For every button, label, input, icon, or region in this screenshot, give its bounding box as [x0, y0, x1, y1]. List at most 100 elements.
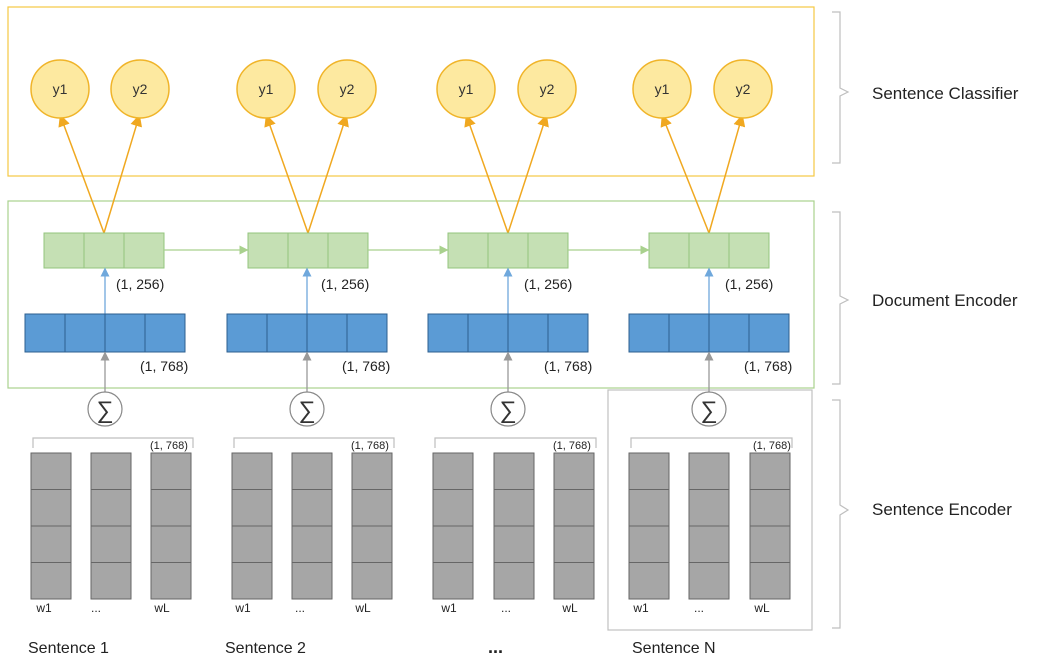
doc-vector-cell — [287, 232, 329, 269]
sentence-n-box — [607, 389, 813, 631]
token-vector-cell — [432, 562, 474, 600]
token-bracket — [32, 437, 194, 448]
document-encoder-box — [7, 200, 815, 389]
classifier-arrow — [660, 114, 710, 234]
token-vector-cell — [432, 489, 474, 527]
token-vector-cell — [688, 489, 730, 527]
token-vector-cell — [150, 525, 192, 563]
token-vector-cell — [749, 452, 791, 490]
classifier-arrow — [708, 114, 746, 234]
token-vector-cell — [688, 452, 730, 490]
token-vector-cell — [90, 489, 132, 527]
token-vector-cell — [150, 489, 192, 527]
token-vector-cell — [553, 525, 595, 563]
sentence-label: Sentence N — [632, 640, 716, 657]
sentence-vector-cell — [427, 313, 469, 353]
output-node-label: y2 — [736, 81, 751, 97]
sentence-vector-cell — [24, 313, 66, 353]
token-vector-cell — [30, 562, 72, 600]
output-node-label: y1 — [459, 81, 474, 97]
sum-symbol: ∑ — [298, 397, 315, 424]
classifier-arrow — [307, 114, 349, 234]
token-word-label: ... — [501, 601, 511, 615]
sentence-vector-cell — [226, 313, 268, 353]
section-label-sentence: Sentence Encoder — [872, 500, 1012, 519]
token-bracket — [233, 437, 395, 448]
sentence-vector-cell — [467, 313, 509, 353]
doc-vector-cell — [487, 232, 529, 269]
token-vector-cell — [231, 562, 273, 600]
token-word-label: w1 — [632, 601, 649, 615]
sentence-label: ... — [488, 637, 503, 657]
token-vector-cell — [553, 452, 595, 490]
section-label-classifier: Sentence Classifier — [872, 84, 1019, 103]
token-word-label: ... — [295, 601, 305, 615]
output-node-y1 — [436, 59, 496, 119]
token-vector-cell — [351, 562, 393, 600]
output-node-y1 — [30, 59, 90, 119]
token-word-label: w1 — [440, 601, 457, 615]
token-vector-cell — [628, 452, 670, 490]
doc-vector-cell — [447, 232, 489, 269]
token-vector-cell — [150, 452, 192, 490]
token-word-label: w1 — [234, 601, 251, 615]
token-vector-cell — [493, 489, 535, 527]
doc-vector-cell — [327, 232, 369, 269]
output-node-y1 — [632, 59, 692, 119]
doc-vector-cell — [43, 232, 85, 269]
token-vector-cell — [291, 452, 333, 490]
token-dim-label: (1, 768) — [150, 440, 188, 452]
token-vector-cell — [628, 489, 670, 527]
token-vector-cell — [553, 489, 595, 527]
sum-icon — [691, 391, 727, 427]
classifier-arrow — [103, 114, 143, 234]
doc-dim-label: (1, 256) — [321, 276, 369, 292]
token-vector-cell — [749, 562, 791, 600]
doc-vector-cell — [247, 232, 289, 269]
token-vector-cell — [90, 525, 132, 563]
token-dim-label: (1, 768) — [753, 440, 791, 452]
token-word-label: wL — [153, 601, 170, 615]
sentence-vector-cell — [64, 313, 106, 353]
sentence-brace — [832, 399, 850, 629]
classifier-arrow — [264, 114, 309, 234]
token-vector-cell — [628, 562, 670, 600]
doc-vector-cell — [688, 232, 730, 269]
sentence-dim-label: (1, 768) — [140, 358, 188, 374]
token-vector-cell — [90, 452, 132, 490]
sentence-vector-cell — [708, 313, 750, 353]
classifier-arrow — [464, 114, 509, 234]
sentence-label: Sentence 2 — [225, 640, 306, 657]
token-vector-cell — [291, 525, 333, 563]
token-vector-cell — [30, 525, 72, 563]
token-vector-cell — [150, 562, 192, 600]
token-vector-cell — [351, 452, 393, 490]
classifier-arrow — [58, 114, 105, 234]
sum-icon — [87, 391, 123, 427]
output-node-label: y2 — [540, 81, 555, 97]
doc-dim-label: (1, 256) — [725, 276, 773, 292]
sentence-dim-label: (1, 768) — [744, 358, 792, 374]
token-word-label: wL — [561, 601, 578, 615]
output-node-label: y2 — [340, 81, 355, 97]
sentence-vector-cell — [346, 313, 388, 353]
token-vector-cell — [351, 489, 393, 527]
doc-dim-label: (1, 256) — [524, 276, 572, 292]
output-node-y2 — [110, 59, 170, 119]
output-node-label: y2 — [133, 81, 148, 97]
token-vector-cell — [749, 489, 791, 527]
token-vector-cell — [749, 525, 791, 563]
classifier-brace — [832, 11, 850, 164]
token-vector-cell — [493, 452, 535, 490]
doc-vector-cell — [648, 232, 690, 269]
sentence-vector-cell — [547, 313, 589, 353]
sentence-label: Sentence 1 — [28, 640, 109, 657]
classifier-arrow — [507, 114, 549, 234]
token-vector-cell — [291, 489, 333, 527]
token-dim-label: (1, 768) — [351, 440, 389, 452]
token-word-label: wL — [753, 601, 770, 615]
doc-vector-cell — [83, 232, 125, 269]
token-vector-cell — [432, 525, 474, 563]
token-vector-cell — [90, 562, 132, 600]
